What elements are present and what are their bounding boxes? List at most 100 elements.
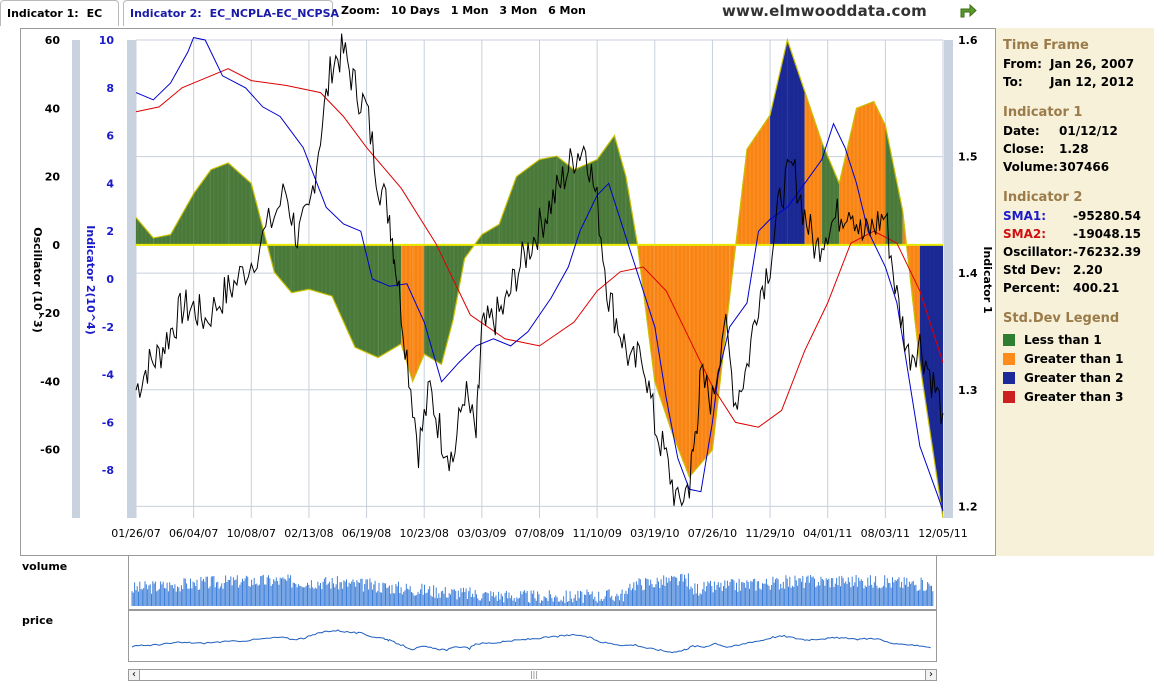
oscillator-tick-label: 20	[45, 171, 61, 184]
price-label-mini: price	[22, 614, 54, 627]
indicator1-axis-title: Indicator 1	[981, 246, 994, 313]
oscillator-area-segment	[136, 217, 154, 245]
volume-label: Volume:	[1003, 160, 1058, 174]
oscillator-tick-label: 40	[45, 102, 61, 115]
x-tick-label: 06/19/08	[342, 527, 391, 540]
site-name[interactable]: www.elmwooddata.com	[722, 2, 927, 20]
scroll-thumb[interactable]: |||	[529, 670, 539, 679]
x-tick-label: 11/29/10	[745, 527, 794, 540]
oscillator-area-segment	[251, 183, 263, 245]
arrow-right-icon[interactable]: ›	[925, 669, 937, 681]
to-label: To:	[1003, 75, 1023, 89]
oscillator-area-segment	[919, 244, 943, 518]
indicator1-volume: Volume:307466	[1003, 160, 1154, 178]
range-scrollbar[interactable]: ‹ ||| ›	[128, 669, 937, 681]
indicator2-tick-label: -6	[102, 416, 115, 429]
indicator2-tick-label: -8	[102, 464, 114, 477]
x-tick-label: 02/13/08	[284, 527, 333, 540]
tab-indicator2-value: EC_NCPLA-EC_NCPSA	[209, 7, 340, 20]
legend-label: Less than 1	[1024, 332, 1102, 347]
indicator1-tick-label: 1.4	[958, 267, 978, 280]
oscillator-area-segment	[429, 244, 442, 365]
indicator1-tick-label: 1.3	[958, 384, 978, 397]
indicator2-percent: Percent: 400.21	[1003, 281, 1154, 299]
price-minichart	[128, 610, 937, 662]
indicator2-axis-bar	[127, 40, 136, 518]
oscillator-area-segment	[424, 244, 430, 358]
oscillator-tick-label: 60	[45, 34, 61, 47]
sma2-value: -19048.15	[1073, 227, 1141, 241]
volume-label-mini: volume	[22, 560, 68, 573]
oscillator-tick-label: -40	[40, 375, 60, 388]
arrow-left-icon[interactable]: ‹	[128, 669, 140, 681]
tab-indicator1-label: Indicator 1:	[7, 7, 79, 20]
x-tick-label: 07/08/09	[515, 527, 564, 540]
indicator2-oscillator: Oscillator:-76232.39	[1003, 245, 1154, 263]
oscillator-area-segment	[355, 244, 379, 358]
oscillator-area-segment	[331, 244, 356, 348]
legend-swatch-blue	[1003, 371, 1015, 384]
oscillator-area-segment	[539, 156, 557, 245]
indicator2-heading: Indicator 2	[1003, 190, 1083, 205]
oscillator-area-segment	[412, 244, 425, 382]
sma1-line	[135, 37, 944, 511]
legend-swatch-green	[1003, 333, 1015, 346]
zoom-1-mon[interactable]: 1 Mon	[450, 4, 489, 17]
from-label: From:	[1003, 57, 1042, 71]
zoom-6-mon[interactable]: 6 Mon	[548, 4, 586, 17]
oscillator-area-segment	[308, 244, 332, 297]
oscillator-axis-bar	[72, 40, 80, 518]
legend-label: Greater than 3	[1024, 389, 1124, 404]
percent-value: 400.21	[1073, 281, 1120, 295]
oscillator-area-segment	[614, 135, 626, 245]
oscillator-area-segment	[274, 244, 292, 293]
tab-indicator2-label: Indicator 2:	[130, 7, 202, 20]
stddev-value: 2.20	[1073, 263, 1103, 277]
oscillator-area-segment	[210, 162, 229, 245]
indicator2-axis-title: Indicator 2(10^4)	[84, 225, 97, 334]
oscillator-area-segment	[770, 40, 788, 245]
legend-item-less-than-1: Less than 1	[1003, 330, 1154, 349]
volume-minichart	[128, 556, 937, 610]
indicator2-tick-label: 10	[99, 34, 115, 47]
x-tick-label: 11/10/09	[572, 527, 621, 540]
price-line	[135, 33, 944, 507]
oscillator-area-segment	[787, 40, 805, 245]
x-tick-label: 12/05/11	[918, 527, 967, 540]
oscillator-area-segment	[672, 244, 690, 478]
indicator1-tick-label: 1.5	[958, 151, 978, 164]
oscillator-area-segment	[747, 115, 771, 245]
oscillator-tick-label: 0	[52, 239, 60, 252]
zoom-label: Zoom:	[341, 4, 380, 17]
indicator2-tick-label: 6	[106, 130, 114, 143]
tab-indicator1-value: EC	[86, 7, 103, 20]
legend-swatch-orange	[1003, 352, 1015, 365]
oscillator-area-segment	[499, 176, 517, 245]
oscillator-area-segment	[821, 142, 840, 245]
to-value: Jan 12, 2012	[1050, 75, 1135, 89]
x-tick-label: 10/08/07	[227, 527, 276, 540]
oscillator-axis-title: Oscillator (10^3)	[31, 227, 44, 332]
oscillator-area-segment	[291, 244, 309, 293]
oscillator-area-segment	[885, 125, 903, 245]
oscillator-area-segment	[574, 159, 598, 245]
oscillator-area-segment	[654, 244, 673, 433]
price-line	[131, 629, 931, 654]
indicator1-tick-label: 1.6	[958, 34, 978, 47]
indicator2-tick-label: -2	[102, 321, 114, 334]
tab-indicator2[interactable]: Indicator 2: EC_NCPLA-EC_NCPSA	[123, 0, 339, 26]
indicator1-axis-bar	[944, 40, 953, 518]
zoom-3-mon[interactable]: 3 Mon	[499, 4, 538, 17]
x-tick-label: 03/03/09	[457, 527, 506, 540]
arrow-turn-icon[interactable]	[958, 1, 978, 19]
x-tick-label: 06/04/07	[169, 527, 218, 540]
indicator2-sma1: SMA1: -95280.54	[1003, 209, 1154, 227]
time-frame-from: From: Jan 26, 2007	[1003, 57, 1154, 75]
oscillator-area-segment	[516, 159, 540, 245]
zoom-10-days[interactable]: 10 Days	[390, 4, 440, 17]
sma1-value: -95280.54	[1073, 209, 1141, 223]
x-tick-label: 08/03/11	[861, 527, 910, 540]
info-sidebar: Time Frame From: Jan 26, 2007 To: Jan 12, …	[995, 28, 1154, 556]
volume-value: 307466	[1059, 160, 1110, 174]
tab-indicator1[interactable]: Indicator 1: EC	[0, 0, 119, 26]
